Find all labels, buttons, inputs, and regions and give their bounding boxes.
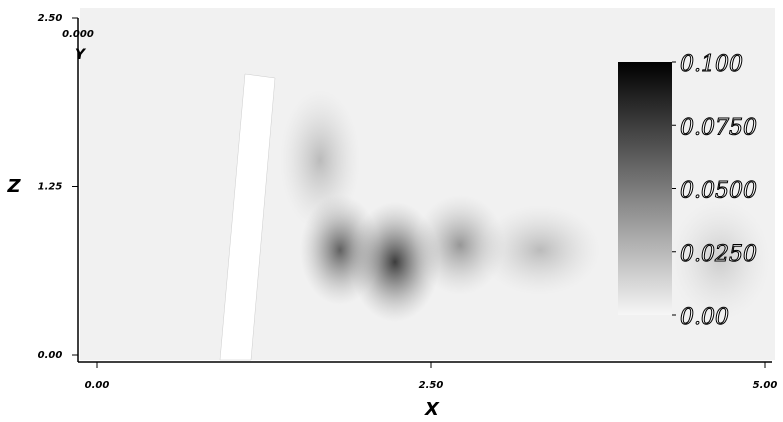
- y-slice-label: 0.000: [62, 29, 94, 40]
- chart: X Z Y 0.000 0.002.505.000.001.252.500.00…: [0, 0, 783, 422]
- z-tick-label: 0.00: [38, 350, 63, 361]
- x-tick-label: 5.00: [753, 380, 778, 391]
- colorbar-tick-label: 0.0750: [680, 115, 757, 140]
- z-tick-label: 2.50: [38, 13, 63, 24]
- x-axis-label: X: [424, 399, 440, 420]
- colorbar: [618, 62, 672, 315]
- colorbar-tick-label: 0.00: [680, 305, 729, 330]
- colorbar-tick-label: 0.100: [680, 52, 743, 77]
- field-blob: [480, 205, 600, 295]
- x-tick-label: 2.50: [419, 380, 444, 391]
- field-blob: [280, 90, 360, 230]
- z-axis-label: Z: [6, 176, 21, 197]
- z-tick-label: 1.25: [38, 182, 63, 193]
- colorbar-tick-label: 0.0500: [680, 179, 757, 204]
- x-tick-label: 0.00: [85, 380, 110, 391]
- colorbar-tick-label: 0.0250: [680, 242, 757, 267]
